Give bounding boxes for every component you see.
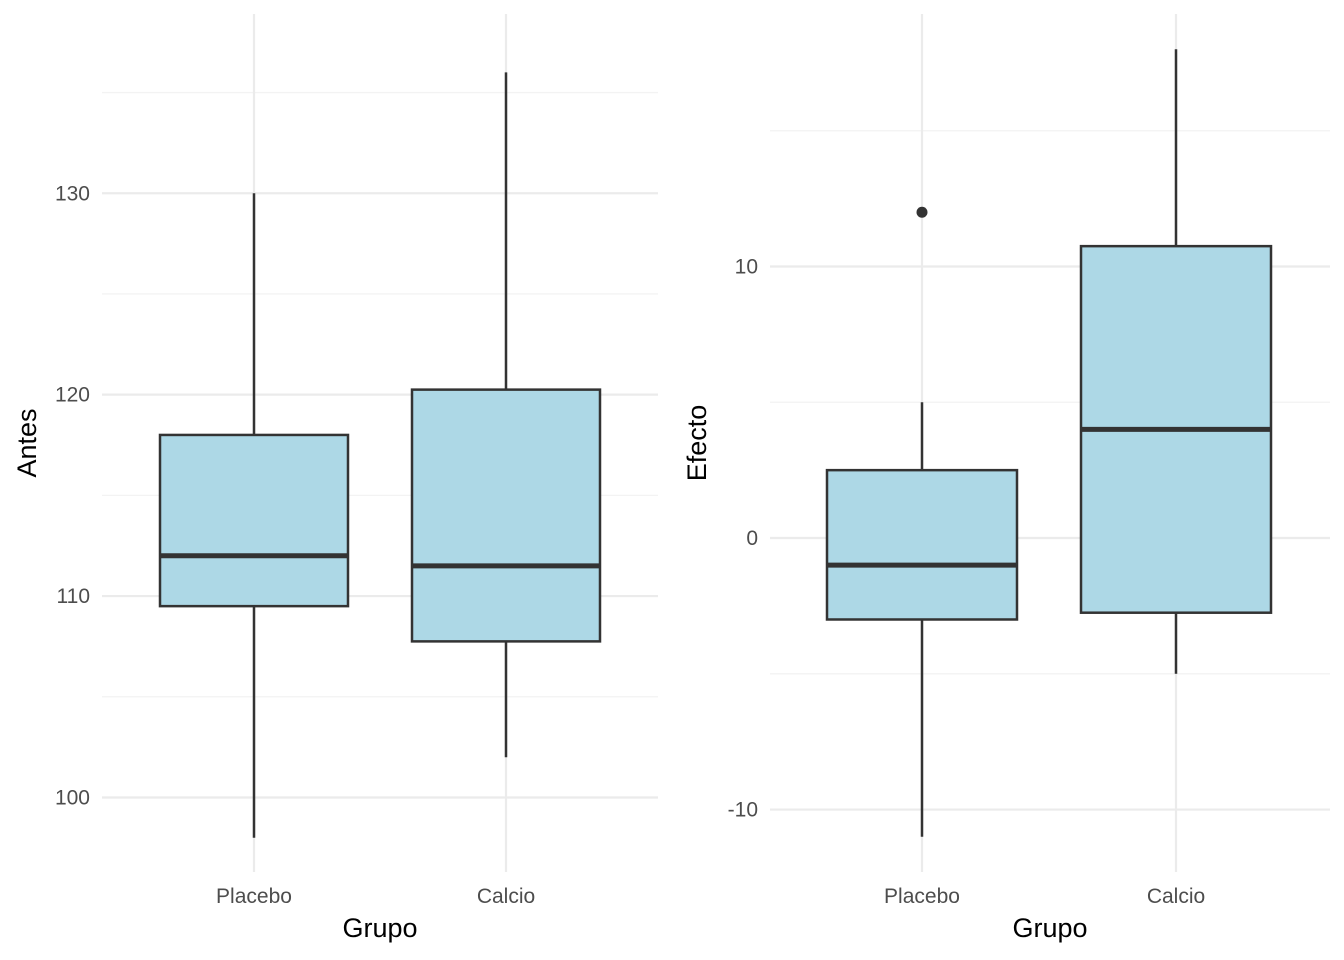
p0-y-tick-label: 110 <box>57 585 90 608</box>
p1-y-axis-title: Efecto <box>682 405 712 482</box>
panel-efecto: -10 0 10 Placebo Calcio Grupo Efecto <box>682 14 1330 943</box>
outlier-point <box>916 206 928 218</box>
p0-x-tick-label: Placebo <box>216 885 292 908</box>
p0-x-axis-title: Grupo <box>342 913 417 943</box>
p1-y-tick-label: 10 <box>735 256 758 279</box>
p1-box-calcio <box>1079 49 1273 674</box>
box-iqr <box>158 433 350 608</box>
box-iqr <box>825 468 1019 621</box>
p0-y-axis-title: Antes <box>12 408 42 477</box>
p0-box-calcio <box>410 72 602 758</box>
box-iqr <box>410 388 602 643</box>
p0-x-tick-label: Calcio <box>477 885 535 908</box>
p1-box-placebo <box>825 206 1019 837</box>
p0-box-placebo <box>158 193 350 838</box>
p0-y-tick-label: 100 <box>55 786 90 809</box>
p1-y-tick-label: -10 <box>728 799 758 822</box>
panel-antes: 100 110 120 130 Placebo Calcio Grupo Antes <box>12 14 658 943</box>
p1-x-axis-title: Grupo <box>1012 913 1087 943</box>
p0-y-tick-label: 130 <box>55 182 90 205</box>
p0-y-tick-label: 120 <box>55 384 90 407</box>
p1-x-tick-label: Calcio <box>1147 885 1205 908</box>
p1-y-tick-label: 0 <box>746 527 758 550</box>
p1-x-tick-label: Placebo <box>884 885 960 908</box>
